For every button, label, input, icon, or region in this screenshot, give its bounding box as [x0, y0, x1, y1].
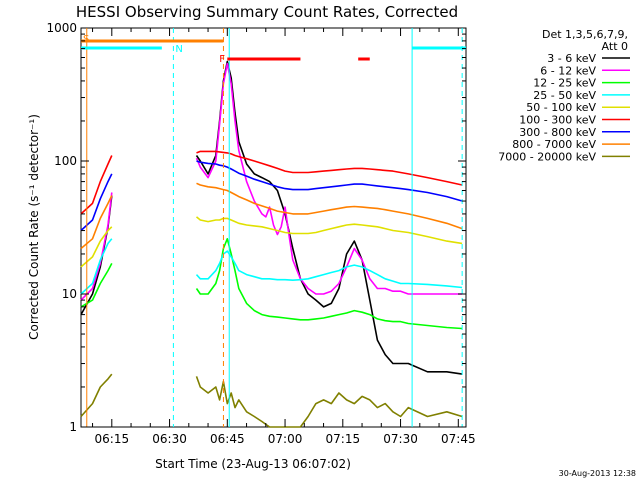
series-line-3	[80, 238, 463, 295]
x-tick-label: 07:45	[441, 432, 476, 446]
flag-s: S	[83, 34, 89, 45]
series-line-4	[80, 216, 463, 268]
x-tick-label: 06:30	[152, 432, 187, 446]
x-tick-label: 07:15	[326, 432, 361, 446]
x-axis-label: Start Time (23-Aug-13 06:07:02)	[155, 457, 351, 471]
legend-label-1: 6 - 12 keV	[540, 64, 596, 77]
legend-label-0: 3 - 6 keV	[547, 52, 596, 65]
legend-label-6: 300 - 800 keV	[519, 126, 596, 139]
legend-header-line-1: Det 1,3,5,6,7,9,	[542, 28, 628, 41]
plot-frame	[80, 27, 467, 428]
flag-f: F	[219, 54, 225, 65]
y-tick-label: 100	[54, 154, 77, 168]
y-tick-label: 10	[62, 287, 77, 301]
x-tick-label: 06:15	[95, 432, 130, 446]
annotation-group: S N F	[81, 28, 466, 427]
series-line-8	[80, 373, 463, 428]
series-line-1	[80, 62, 463, 301]
legend-header-line-2: Att 0	[602, 40, 628, 53]
legend-label-7: 800 - 7000 keV	[512, 138, 596, 151]
y-axis-label: Corrected Count Rate (s⁻¹ detector⁻¹)	[27, 114, 41, 340]
plot-area: S N F 1 10 100 1000 06:15 06:30 06:45 07:00 07:15…	[46, 21, 475, 446]
y-axis: 1 10 100 1000	[46, 21, 466, 434]
legend-label-2: 12 - 25 keV	[533, 77, 596, 90]
legend-label-4: 50 - 100 keV	[526, 101, 596, 114]
series-line-7	[80, 182, 463, 250]
footer-timestamp: 30-Aug-2013 12:38	[559, 469, 636, 478]
x-axis: 06:15 06:30 06:45 07:00 07:15 07:30 07:45	[92, 28, 476, 446]
y-tick-label: 1000	[46, 21, 77, 35]
x-tick-label: 06:45	[210, 432, 245, 446]
x-tick-label: 07:00	[268, 432, 303, 446]
series-line-6	[80, 160, 463, 232]
y-tick-label: 1	[69, 420, 77, 434]
legend-label-8: 7000 - 20000 keV	[498, 150, 596, 163]
legend-label-3: 25 - 50 keV	[533, 89, 596, 102]
series-line-2	[80, 238, 463, 330]
flag-n: N	[175, 44, 182, 55]
legend-label-5: 100 - 300 keV	[519, 114, 596, 127]
series-group	[80, 60, 463, 428]
series-line-5	[80, 150, 463, 215]
x-tick-label: 07:30	[383, 432, 418, 446]
chart-title: HESSI Observing Summary Count Rates, Cor…	[76, 3, 458, 21]
